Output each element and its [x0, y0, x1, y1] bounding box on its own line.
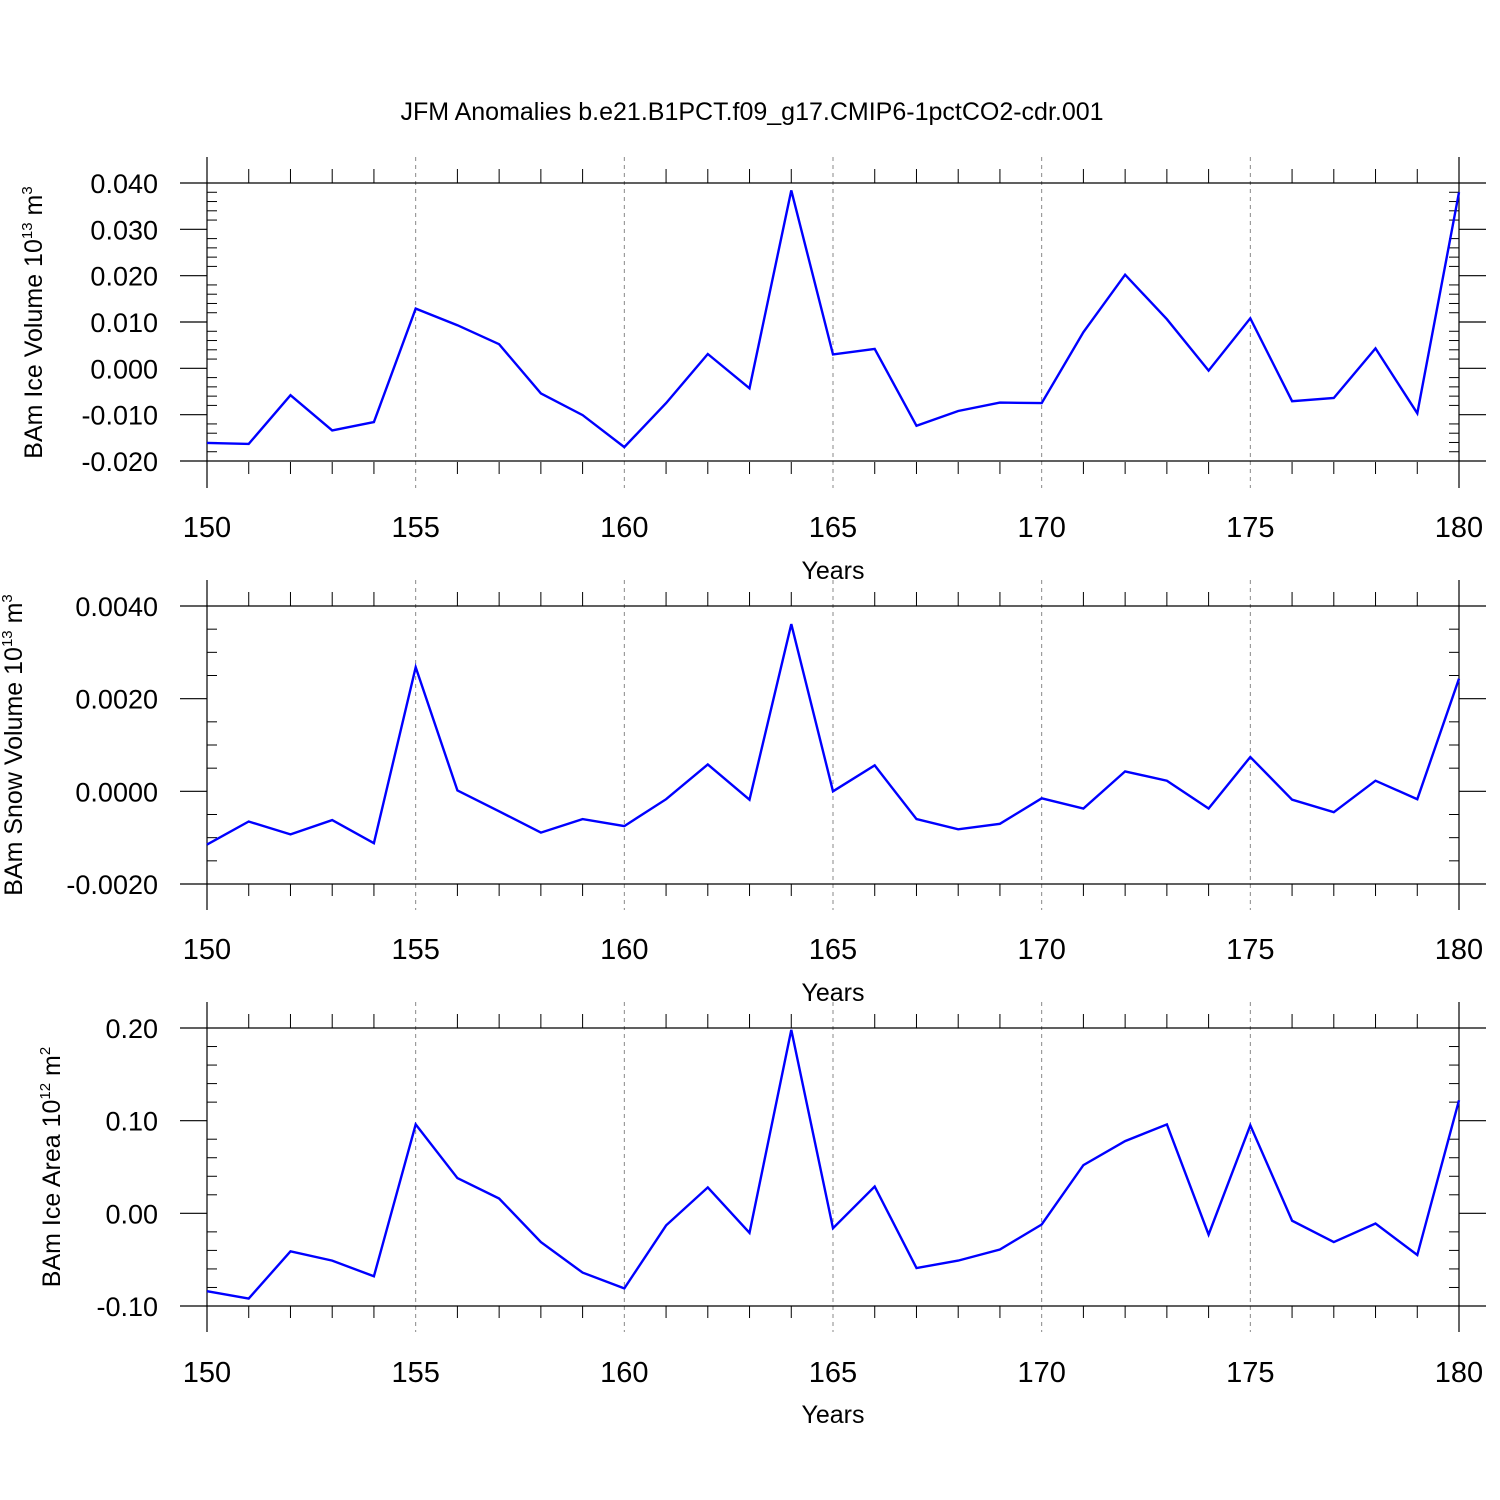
panel-1: 0.040 0.030 0.020 0.010 0.000 -0.010 -0.020 150…: [19, 157, 1486, 585]
figure-title: JFM Anomalies b.e21.B1PCT.f09_g17.CMIP6-…: [400, 98, 1103, 126]
y-tick-label: 0.010: [90, 308, 158, 338]
x-tick-label: 160: [600, 512, 648, 544]
x-tick-label: 165: [809, 1357, 857, 1389]
panel-3: 0.20 0.10 0.00 -0.10 150 155 160 165 170 175 180 Ye…: [37, 1002, 1486, 1429]
x-tick-label: 170: [1017, 512, 1065, 544]
x-tick-label: 175: [1226, 1357, 1274, 1389]
x-tick-label: 175: [1226, 512, 1274, 544]
y-tick-label: 0.0040: [75, 592, 158, 622]
y-tick-label: -0.010: [81, 401, 158, 431]
x-tick-label: 150: [183, 512, 231, 544]
y-tick-label: -0.020: [81, 447, 158, 477]
x-tick-label: 170: [1017, 1357, 1065, 1389]
x-tick-label: 160: [600, 1357, 648, 1389]
x-tick-label: 170: [1017, 934, 1065, 966]
panel-2: 0.0040 0.0020 0.0000 -0.0020 150 155 160 165 170…: [0, 580, 1486, 1007]
y-tick-label: 0.040: [90, 169, 158, 199]
y-tick-label: 0.0000: [75, 777, 158, 807]
x-tick-label: 165: [809, 934, 857, 966]
y-tick-label: -0.0020: [66, 870, 158, 900]
x-tick-label: 180: [1435, 934, 1483, 966]
y-tick-label: 0.0020: [75, 685, 158, 715]
x-tick-label: 175: [1226, 934, 1274, 966]
x-tick-label: 180: [1435, 1357, 1483, 1389]
x-tick-label: 180: [1435, 512, 1483, 544]
panels: 0.040 0.030 0.020 0.010 0.000 -0.010 -0.020 150…: [0, 157, 1486, 1429]
series-line: [206, 190, 1461, 449]
x-tick-label: 150: [183, 1357, 231, 1389]
y-tick-label: 0.00: [105, 1199, 158, 1229]
x-tick-label: 160: [600, 934, 648, 966]
x-tick-label: 155: [391, 1357, 439, 1389]
y-axis-label: BAm Ice Volume 1013 m3: [19, 186, 48, 458]
series-line: [206, 1029, 1461, 1300]
y-tick-label: 0.030: [90, 215, 158, 245]
y-tick-label: 0.000: [90, 354, 158, 384]
x-tick-label: 155: [391, 934, 439, 966]
x-tick-label: 165: [809, 512, 857, 544]
y-axis-label: BAm Snow Volume 1013 m3: [0, 594, 28, 896]
y-tick-label: 0.020: [90, 262, 158, 292]
series-line: [206, 623, 1461, 846]
x-tick-label: 155: [391, 512, 439, 544]
x-tick-label: 150: [183, 934, 231, 966]
x-axis-label: Years: [801, 1401, 864, 1429]
y-axis-label: BAm Ice Area 1012 m2: [37, 1047, 66, 1287]
y-tick-label: 0.20: [105, 1014, 158, 1044]
y-tick-label: -0.10: [96, 1292, 158, 1322]
y-tick-label: 0.10: [105, 1107, 158, 1137]
